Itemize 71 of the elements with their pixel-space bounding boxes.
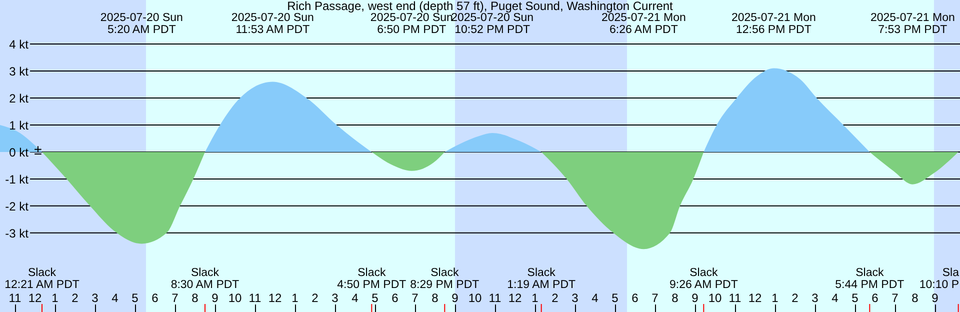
x-tick-label: 8 — [912, 291, 919, 305]
x-tick-label: 8 — [192, 291, 199, 305]
annotation: Slack 8:30 AM PDT — [170, 267, 240, 291]
annotation: Slack 12:21 AM PDT — [4, 267, 80, 291]
y-tick-label: 1 kt — [9, 118, 30, 132]
annotation: 2025-07-21 Mon 7:53 PM PDT — [870, 12, 955, 36]
x-tick-label: 7 — [652, 291, 659, 305]
annotation: 2025-07-21 Mon 12:56 PM PDT — [731, 12, 816, 36]
y-tick-label: 0 kt — [9, 145, 30, 160]
x-tick-label: 2 — [792, 291, 799, 305]
x-tick-label: 11 — [488, 291, 502, 305]
annotation: Slack 4:50 PM PDT — [337, 267, 406, 291]
annotation: Slack 1:19 AM PDT — [507, 267, 576, 291]
x-tick-label: 3 — [332, 291, 339, 305]
x-tick-label: 7 — [172, 291, 179, 305]
y-tick-label: 2 kt — [9, 91, 30, 106]
annotation: Slack 9:26 AM PDT — [669, 267, 738, 291]
x-tick-label: 2 — [312, 291, 319, 305]
annotation: 2025-07-20 Sun 6:50 PM PDT — [370, 12, 453, 36]
x-tick-label: 5 — [132, 291, 139, 305]
x-tick-label: 11 — [728, 291, 742, 305]
annotation: 2025-07-20 Sun 5:20 AM PDT — [100, 12, 183, 36]
x-tick-label: 12 — [268, 291, 282, 305]
x-tick-label: 2 — [72, 291, 79, 305]
x-tick-label: 11 — [248, 291, 262, 305]
x-tick-label: 12 — [748, 291, 762, 305]
x-tick-label: 6 — [872, 291, 879, 305]
annotation: Slack 8:29 PM PDT — [410, 267, 480, 291]
annotation: Sla 10:10 P — [919, 267, 960, 291]
x-tick-label: 3 — [572, 291, 579, 305]
x-tick-label: 1 — [532, 291, 539, 305]
x-tick-label: 8 — [432, 291, 439, 305]
x-tick-label: 6 — [152, 291, 159, 305]
x-tick-label: 3 — [92, 291, 99, 305]
y-tick-label: -1 kt — [5, 172, 30, 186]
x-tick-label: 10 — [468, 291, 482, 305]
x-tick-label: 12 — [28, 291, 42, 305]
x-tick-label: 1 — [772, 291, 779, 305]
y-tick-label: 4 kt — [9, 37, 30, 52]
x-tick-label: 12 — [508, 291, 522, 305]
x-tick-label: 11 — [8, 291, 22, 305]
x-tick-label: 8 — [672, 291, 679, 305]
x-tick-label: 9 — [452, 291, 459, 305]
x-tick-label: 4 — [112, 291, 119, 305]
x-tick-label: 5 — [612, 291, 619, 305]
annotation: Slack 5:44 PM PDT — [835, 267, 904, 291]
x-tick-label: 9 — [692, 291, 699, 305]
x-tick-label: 4 — [592, 291, 599, 305]
x-tick-label: 6 — [632, 291, 639, 305]
y-tick-label: -2 kt — [5, 199, 30, 214]
x-tick-label: 1 — [52, 291, 59, 305]
x-tick-label: 7 — [412, 291, 419, 305]
annotation: 2025-07-20 Sun 11:53 AM PDT — [231, 12, 314, 36]
x-tick-label: 9 — [932, 291, 939, 305]
y-tick-label: 3 kt — [9, 64, 30, 78]
x-tick-label: 1 — [292, 291, 299, 305]
x-tick-label: 10 — [708, 291, 722, 305]
x-tick-label: 5 — [372, 291, 379, 305]
x-tick-label: 10 — [228, 291, 242, 305]
x-tick-label: 6 — [392, 291, 399, 305]
x-tick-label: 4 — [832, 291, 839, 305]
x-tick-label: 3 — [812, 291, 819, 305]
x-tick-label: 4 — [352, 291, 359, 305]
x-tick-label: 2 — [552, 291, 559, 305]
y-tick-label: -3 kt — [5, 226, 30, 240]
annotation: 2025-07-21 Mon 6:26 AM PDT — [601, 12, 686, 36]
x-tick-label: 5 — [852, 291, 859, 305]
x-tick-label: 7 — [892, 291, 899, 305]
chart-title: Rich Passage, west end (depth 57 ft), Puget Sound, Washington Current — [287, 0, 674, 13]
annotation: 2025-07-20 Sun 10:52 PM PDT — [451, 12, 534, 36]
x-tick-label: 9 — [212, 291, 219, 305]
